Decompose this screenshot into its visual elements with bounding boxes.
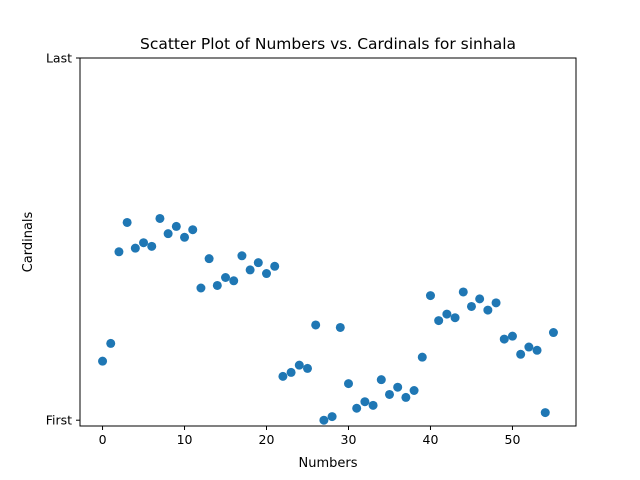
data-point [122, 217, 132, 227]
data-point [491, 298, 501, 308]
data-point [483, 305, 493, 315]
data-point [327, 412, 337, 422]
data-point [319, 415, 329, 425]
data-point [229, 276, 239, 286]
x-tick-label: 0 [99, 432, 107, 447]
data-point [188, 225, 198, 235]
data-point [442, 309, 452, 319]
data-point [466, 301, 476, 311]
x-axis-ticks: 0 10 20 30 40 50 [99, 426, 521, 447]
data-point [425, 291, 435, 301]
data-point [98, 356, 108, 366]
x-axis-label: Numbers [299, 456, 358, 471]
y-tick-label: Last [46, 51, 72, 66]
data-point [335, 322, 345, 332]
x-tick-label: 40 [423, 432, 439, 447]
data-point [360, 397, 370, 407]
plot-area [98, 213, 558, 425]
data-point [262, 269, 272, 279]
data-point [286, 367, 296, 377]
chart-title: Scatter Plot of Numbers vs. Cardinals fo… [140, 35, 516, 53]
data-point [180, 232, 190, 242]
data-point [147, 241, 157, 251]
data-point [434, 316, 444, 326]
x-tick-label: 50 [505, 432, 521, 447]
data-point [516, 349, 526, 359]
data-point [163, 229, 173, 239]
data-point [368, 400, 378, 410]
data-point [540, 408, 550, 418]
data-point [139, 238, 149, 248]
data-point [130, 243, 140, 253]
data-point [507, 331, 517, 341]
y-axis-ticks: First Last [46, 51, 80, 428]
data-point [294, 360, 304, 370]
data-point [311, 320, 321, 330]
data-point [303, 363, 312, 373]
data-point [417, 352, 427, 362]
y-tick-label: First [46, 413, 72, 428]
x-tick-label: 20 [259, 432, 275, 447]
y-axis-label: Cardinals [21, 211, 36, 272]
data-point [393, 382, 403, 392]
data-point [344, 379, 353, 389]
data-point [376, 375, 386, 385]
data-point [245, 265, 255, 275]
data-point [352, 403, 362, 413]
data-point [532, 345, 542, 355]
data-point [548, 328, 558, 338]
data-point [475, 294, 485, 304]
data-point [204, 254, 214, 264]
data-point [278, 371, 288, 381]
data-point [106, 338, 116, 348]
data-point [253, 258, 263, 268]
data-point [524, 342, 534, 352]
data-point [450, 313, 460, 323]
data-point [171, 221, 181, 231]
data-point [384, 389, 394, 399]
data-point [409, 386, 419, 395]
data-point [458, 287, 468, 297]
axes-frame [79, 57, 577, 427]
data-point [196, 283, 206, 293]
data-point [221, 273, 231, 282]
data-point [114, 247, 124, 257]
data-point [237, 251, 247, 261]
data-point [212, 280, 222, 290]
data-point [155, 213, 165, 223]
data-point [401, 392, 411, 402]
x-tick-label: 30 [341, 432, 357, 447]
data-point [499, 334, 509, 344]
x-tick-label: 10 [177, 432, 193, 447]
data-point [270, 261, 280, 271]
